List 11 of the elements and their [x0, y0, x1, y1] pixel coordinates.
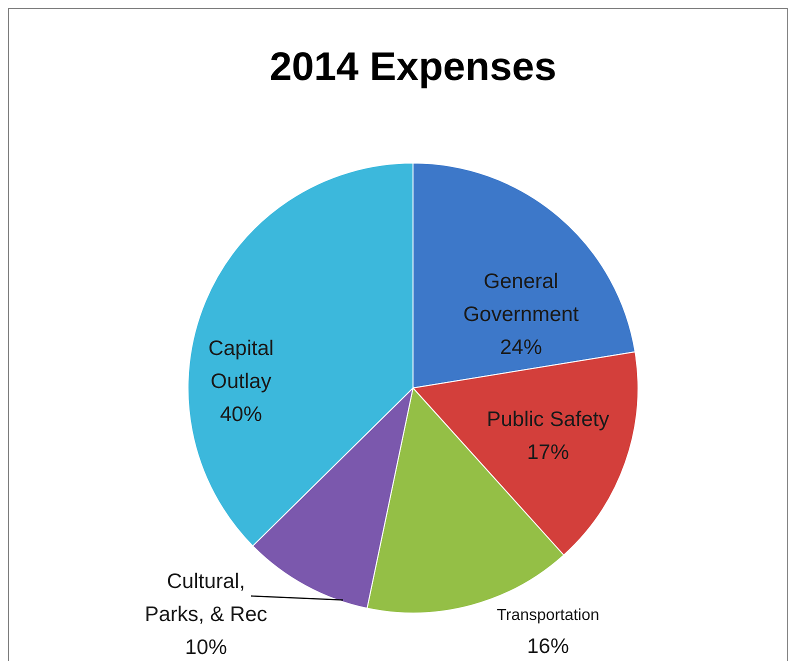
- data-label: 16%: [526, 635, 570, 658]
- slice-label: Transportation: [496, 607, 600, 624]
- slice-label: Cultural, Parks, & Rec: [144, 570, 268, 626]
- data-label: 40%: [220, 403, 262, 426]
- slice-label: Public Safety: [486, 408, 610, 431]
- data-label: 17%: [526, 441, 570, 464]
- data-label: 24%: [500, 336, 542, 359]
- slice-label: Capital Outlay: [208, 337, 274, 393]
- chart-title: 2014 Expenses: [270, 45, 556, 89]
- data-label: 10%: [184, 636, 228, 659]
- slice-label: General Government: [463, 270, 579, 326]
